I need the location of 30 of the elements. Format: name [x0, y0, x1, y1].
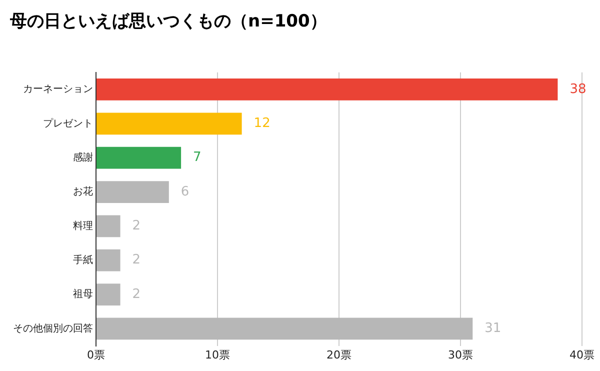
bar — [96, 249, 120, 272]
bar — [96, 181, 169, 203]
bar — [96, 78, 558, 100]
bar — [96, 112, 242, 135]
chart-title: 母の日といえば思いつくもの（n=100） — [9, 12, 327, 32]
x-tick-label: 20票 — [326, 348, 352, 362]
y-tick-label: プレゼント — [43, 117, 93, 130]
bar — [96, 215, 120, 238]
y-tick-label: その他個別の回答 — [13, 322, 93, 334]
bar — [96, 318, 473, 340]
x-tick-label: 10票 — [205, 348, 230, 362]
data-label: 38 — [570, 82, 586, 97]
x-tick-label: 0票 — [87, 348, 105, 362]
y-tick-label: カーネーション — [23, 84, 93, 96]
data-label: 31 — [484, 321, 502, 336]
data-label: 6 — [180, 184, 190, 200]
bar — [96, 146, 182, 169]
x-tick-label: 40票 — [570, 348, 594, 362]
y-tick-label: 手紙 — [73, 254, 93, 266]
data-label: 2 — [132, 218, 141, 234]
data-label: 7 — [193, 150, 202, 166]
y-tick-label: 祖母 — [73, 288, 93, 300]
data-label: 2 — [132, 252, 141, 268]
y-tick-label: お花 — [73, 186, 93, 198]
data-label: 12 — [254, 116, 270, 132]
x-tick-label: 30票 — [448, 348, 473, 362]
y-tick-label: 料理 — [73, 220, 93, 232]
data-label: 2 — [132, 286, 141, 302]
bar — [96, 284, 120, 306]
y-tick-label: 感謝 — [73, 151, 93, 164]
